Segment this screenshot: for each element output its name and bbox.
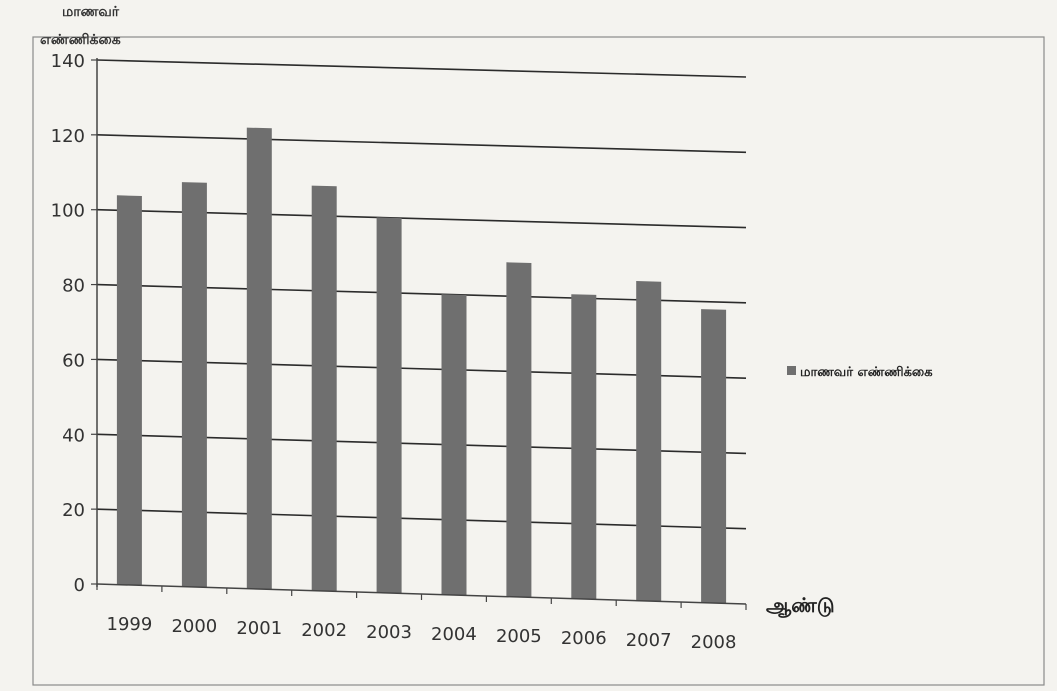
y-axis-label-line-1: மாணவர் xyxy=(62,4,120,20)
bars xyxy=(116,127,727,604)
x-tick-label: 2002 xyxy=(301,620,347,641)
y-tick-label: 140 xyxy=(51,51,85,72)
x-tick-label: 2007 xyxy=(626,630,672,651)
x-tick-label: 2005 xyxy=(496,626,542,647)
bar-2002 xyxy=(311,185,337,592)
gridline xyxy=(96,59,747,78)
x-axis-label: ஆண்டு xyxy=(766,593,835,619)
y-tick-label: 40 xyxy=(62,425,85,446)
y-axis-ticks: 0 20 40 60 80 100 120 140 xyxy=(51,51,97,596)
bar-2004 xyxy=(441,294,467,596)
x-tick-label: 2006 xyxy=(561,628,607,649)
legend-swatch xyxy=(787,366,796,375)
x-axis-line xyxy=(96,583,747,605)
x-tick-label: 2001 xyxy=(236,618,282,639)
x-axis-ticks: 1999 2000 2001 2002 2003 2004 2005 2006 2007 2008 xyxy=(96,584,747,653)
bar-2005 xyxy=(506,262,532,598)
legend-label: மாணவர் எண்ணிக்கை xyxy=(800,365,933,380)
y-tick-label: 60 xyxy=(62,350,85,371)
bar-2008 xyxy=(701,309,727,604)
bar-2006 xyxy=(571,294,597,600)
x-tick-label: 2003 xyxy=(366,622,412,643)
x-tick-label: 2004 xyxy=(431,624,477,645)
y-tick-label: 120 xyxy=(51,126,85,147)
legend: மாணவர் எண்ணிக்கை xyxy=(787,365,933,380)
y-tick-label: 20 xyxy=(62,500,85,521)
x-tick-label: 2008 xyxy=(691,632,737,653)
bar-1999 xyxy=(116,195,142,586)
y-tick-label: 100 xyxy=(51,201,85,222)
gridline xyxy=(96,134,747,154)
bar-2007 xyxy=(636,281,662,602)
chart-frame xyxy=(32,36,1045,686)
bar-2003 xyxy=(376,217,402,594)
x-tick-label: 2000 xyxy=(171,616,217,637)
y-tick-label: 0 xyxy=(74,575,85,596)
bar-2001 xyxy=(246,127,272,590)
bar-2000 xyxy=(181,182,207,588)
x-tick-label: 1999 xyxy=(107,614,153,635)
y-axis-label-line-2: எண்ணிக்கை xyxy=(40,32,121,48)
y-tick-label: 80 xyxy=(62,276,85,297)
